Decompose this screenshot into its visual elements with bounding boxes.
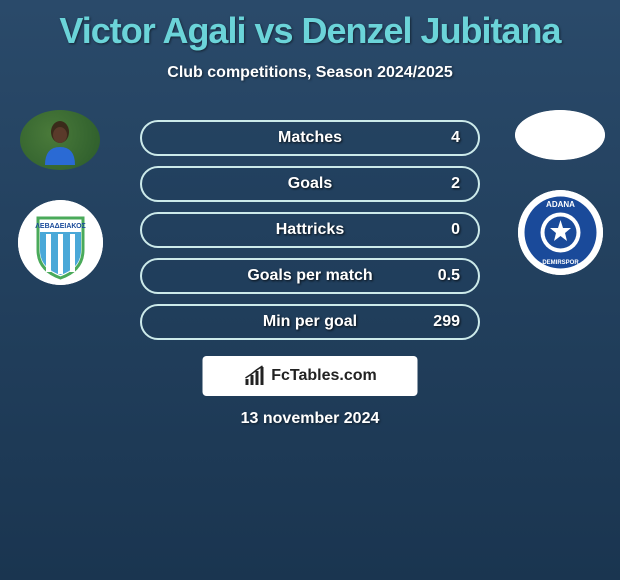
- brand-badge[interactable]: FcTables.com: [203, 356, 418, 396]
- stats-list: Matches 4 Goals 2 Hattricks 0 Goals per …: [140, 120, 480, 340]
- blank-avatar-icon: [515, 110, 605, 160]
- right-column: ADANA DEMIRSPOR: [510, 110, 610, 275]
- stat-row: Goals per match 0.5: [140, 258, 480, 294]
- stat-value: 2: [451, 175, 460, 193]
- stat-value: 0: [451, 221, 460, 239]
- left-column: ΛΕΒΑΔΕΙΑΚΟΣ: [10, 110, 110, 285]
- stat-value: 299: [433, 313, 460, 331]
- player2-avatar: [515, 110, 605, 160]
- stat-label: Min per goal: [263, 313, 357, 331]
- shield-icon: ΛΕΒΑΔΕΙΑΚΟΣ: [18, 200, 103, 285]
- stat-row: Hattricks 0: [140, 212, 480, 248]
- date-text: 13 november 2024: [0, 410, 620, 428]
- player1-avatar: [20, 110, 100, 170]
- svg-text:ADANA: ADANA: [546, 200, 575, 209]
- club2-badge: ADANA DEMIRSPOR: [518, 190, 603, 275]
- stat-row: Matches 4: [140, 120, 480, 156]
- brand-text: FcTables.com: [271, 367, 377, 385]
- svg-text:ΛΕΒΑΔΕΙΑΚΟΣ: ΛΕΒΑΔΕΙΑΚΟΣ: [35, 223, 86, 230]
- subtitle: Club competitions, Season 2024/2025: [0, 64, 620, 82]
- stat-value: 4: [451, 129, 460, 147]
- stat-label: Matches: [278, 129, 342, 147]
- stat-row: Min per goal 299: [140, 304, 480, 340]
- stat-label: Hattricks: [276, 221, 344, 239]
- club1-badge: ΛΕΒΑΔΕΙΑΚΟΣ: [18, 200, 103, 285]
- chart-icon: [243, 365, 265, 387]
- stat-label: Goals: [288, 175, 332, 193]
- svg-text:DEMIRSPOR: DEMIRSPOR: [542, 260, 579, 266]
- stat-row: Goals 2: [140, 166, 480, 202]
- page-title: Victor Agali vs Denzel Jubitana: [0, 0, 620, 52]
- stat-label: Goals per match: [247, 267, 372, 285]
- stat-value: 0.5: [438, 267, 460, 285]
- person-icon: [35, 115, 85, 165]
- club2-icon: ADANA DEMIRSPOR: [518, 190, 603, 275]
